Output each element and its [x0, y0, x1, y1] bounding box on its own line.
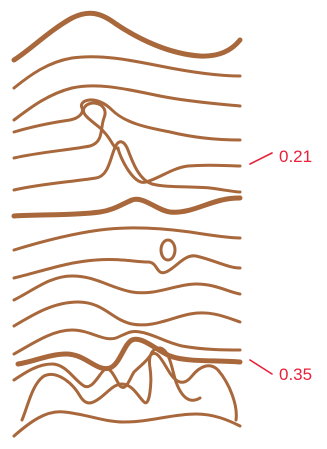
- contour-line: [12, 101, 120, 160]
- contour-line: [12, 274, 242, 302]
- contour-line: [12, 140, 242, 194]
- callout-line-0-21: [249, 152, 273, 165]
- contour-line: [12, 328, 242, 356]
- contour-line: [12, 55, 242, 90]
- contour-line: [20, 346, 202, 422]
- annotations: 0.21 0.35: [249, 147, 312, 384]
- contour-line: [12, 410, 242, 438]
- contour-line: [12, 98, 242, 142]
- contour-line: [11, 10, 243, 63]
- contour-line: [11, 195, 243, 219]
- contour-line: [12, 226, 242, 252]
- contour-line: [12, 300, 242, 328]
- callout-line-0-35: [249, 359, 273, 375]
- contour-line: [15, 336, 243, 372]
- contour-line: [12, 351, 238, 422]
- contour-line: [12, 254, 242, 280]
- contour-lines: [11, 10, 243, 438]
- contour-line: [116, 146, 242, 184]
- annotation-label-0-21: 0.21: [279, 147, 312, 166]
- annotation-label-0-35: 0.35: [279, 365, 312, 384]
- contour-loop: [159, 238, 177, 262]
- contour-line: [12, 84, 242, 122]
